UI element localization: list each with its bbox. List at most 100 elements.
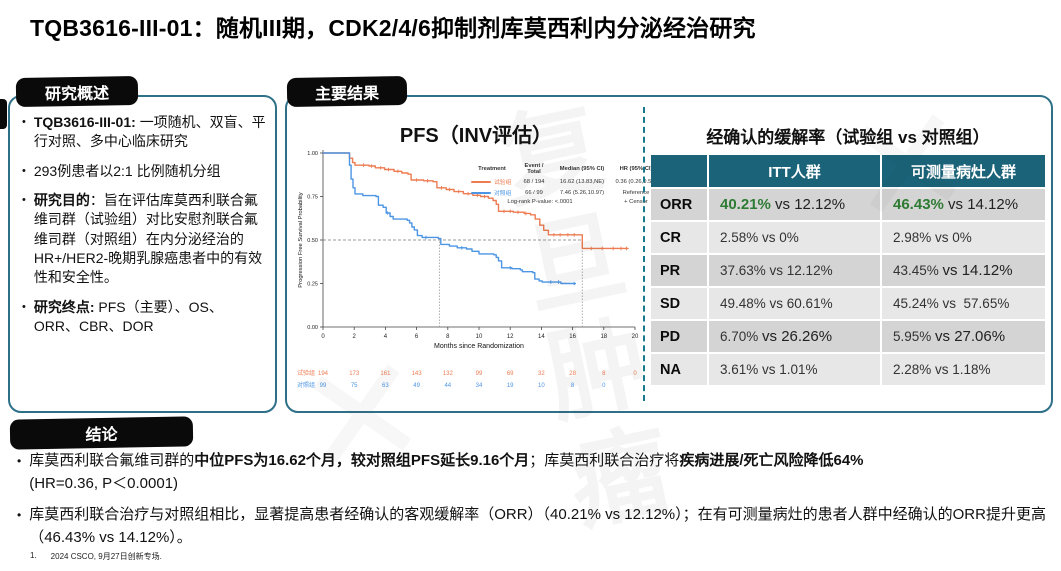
censor-mark bbox=[619, 246, 623, 251]
at-risk-value: 19 bbox=[507, 383, 514, 389]
response-cell: 40.21% vs 12.12% bbox=[709, 189, 880, 220]
y-axis-label: Progression Free Survival Probability bbox=[298, 192, 304, 287]
text-segment: vs 26.26% bbox=[762, 328, 833, 345]
legend-line-swatch bbox=[471, 180, 491, 183]
response-cell: 37.63% vs 12.12% bbox=[709, 255, 880, 286]
at-risk-value: 173 bbox=[349, 371, 360, 377]
left-accent-bar bbox=[0, 99, 7, 129]
text-segment: PFS（主要）、OS、ORR、CBR、DOR bbox=[33, 298, 223, 334]
legend-cell: 7.46 (5.26,10.97) bbox=[559, 189, 605, 196]
bullet-item: • 293例患者以2:1 比例随机分组 bbox=[22, 162, 267, 181]
at-risk-row-label: 对照组 bbox=[297, 381, 315, 389]
at-risk-value: 99 bbox=[320, 383, 327, 389]
response-col-header bbox=[651, 155, 707, 187]
text-segment: 研究终点: bbox=[33, 298, 95, 315]
response-cell: 6.70% vs 26.26% bbox=[709, 321, 880, 352]
x-tick-label: 12 bbox=[507, 334, 514, 340]
text-segment: 6.70% bbox=[720, 329, 763, 344]
bullet-item: • 研究目的：旨在评估库莫西利联合氟维司群（试验组）对比安慰剂联合氟维司群（对照组… bbox=[22, 191, 267, 288]
censor-mark bbox=[385, 211, 390, 215]
text-segment: 45.24% vs 57.65% bbox=[893, 296, 1010, 311]
at-risk-value: 143 bbox=[412, 371, 423, 377]
legend-series-name: 对照组 bbox=[469, 188, 515, 197]
x-tick-label: 16 bbox=[569, 334, 576, 340]
text-segment: 46.43% bbox=[893, 196, 944, 213]
bullet-text: TQB3616-III-01: 一项随机、双盲、平行对照、多中心临床研究 bbox=[34, 113, 267, 152]
text-segment: vs 27.06% bbox=[935, 328, 1006, 345]
bullet-marker: • bbox=[17, 454, 22, 468]
bullet-item: • 库莫西利联合治疗与对照组相比，显著提高患者经确认的客观缓解率（ORR）（40.… bbox=[17, 504, 1049, 549]
at-risk-value: 69 bbox=[507, 371, 514, 377]
response-cell: 2.58% vs 0% bbox=[709, 222, 880, 253]
km-curve-1 bbox=[323, 152, 629, 250]
censor-mark bbox=[552, 233, 556, 237]
censor-mark bbox=[508, 266, 512, 270]
censor-mark bbox=[424, 235, 428, 240]
text-segment: 库莫西利联合治疗与对照组相比，显著提高患者经确认的客观缓解率（ORR）（40.2… bbox=[29, 506, 1046, 546]
text-segment: vs 12.12% bbox=[770, 196, 846, 213]
legend-cell: 68 / 194 bbox=[523, 178, 545, 185]
text-segment: 3.61% vs 1.01% bbox=[720, 362, 818, 377]
bullet-text: 研究目的：旨在评估库莫西利联合氟维司群（试验组）对比安慰剂联合氟维司群（对照组）… bbox=[34, 191, 267, 288]
conclusion-bullet-list: • 库莫西利联合氟维司群的中位PFS为16.62个月，较对照组PFS延长9.16个… bbox=[17, 450, 1049, 558]
at-risk-value: 0 bbox=[602, 383, 606, 389]
response-cell: 49.48% vs 60.61% bbox=[709, 288, 880, 319]
legend-series-name: 试验组 bbox=[469, 177, 515, 186]
response-col-header: ITT人群 bbox=[709, 155, 880, 187]
at-risk-value: 0 bbox=[633, 371, 637, 377]
bullet-text: 库莫西利联合治疗与对照组相比，显著提高患者经确认的客观缓解率（ORR）（40.2… bbox=[29, 504, 1049, 549]
legend-cell: Median (95% CI) bbox=[559, 166, 605, 172]
response-cell: 2.98% vs 0% bbox=[882, 222, 1045, 253]
censor-mark bbox=[475, 193, 480, 198]
text-segment: 40.21% bbox=[720, 196, 771, 213]
censor-mark bbox=[572, 233, 576, 237]
censor-mark bbox=[378, 166, 383, 170]
footnote: 1. 2024 CSCO, 9月27日创新专场. bbox=[30, 551, 162, 562]
bullet-item: • TQB3616-III-01: 一项随机、双盲、平行对照、多中心临床研究 bbox=[22, 113, 267, 152]
response-cell: 2.28% vs 1.18% bbox=[882, 354, 1045, 385]
x-tick-label: 8 bbox=[446, 334, 450, 340]
legend-cell: 16.62 (13.83,NE) bbox=[559, 178, 605, 185]
bullet-item: • 库莫西利联合氟维司群的中位PFS为16.62个月，较对照组PFS延长9.16个… bbox=[17, 450, 1049, 495]
x-tick-label: 20 bbox=[632, 334, 639, 340]
response-row-label: CR bbox=[651, 222, 707, 253]
response-cell: 46.43% vs 14.12% bbox=[882, 189, 1045, 220]
pfs-chart-title: PFS（INV评估） bbox=[399, 125, 553, 147]
text-segment: vs 14.12% bbox=[942, 262, 1013, 279]
censor-mark bbox=[508, 209, 512, 214]
censor-mark bbox=[425, 179, 430, 183]
at-risk-value: 63 bbox=[382, 383, 389, 389]
bullet-text: 293例患者以2:1 比例随机分组 bbox=[34, 162, 221, 181]
legend-cell: Event / Total bbox=[524, 163, 544, 175]
x-tick-label: 4 bbox=[384, 334, 388, 340]
at-risk-value: 49 bbox=[413, 383, 420, 389]
text-segment: 293例患者以2:1 比例随机分组 bbox=[33, 162, 221, 179]
legend-cell: Treatment bbox=[478, 166, 506, 172]
x-tick-label: 2 bbox=[353, 334, 357, 340]
x-axis-label: Months since Randomization bbox=[434, 343, 524, 350]
censor-mark bbox=[447, 187, 452, 192]
at-risk-value: 75 bbox=[351, 383, 358, 389]
at-risk-value: 44 bbox=[444, 383, 451, 389]
response-table: ITT人群 可测量病灶人群 ORR 40.21% vs 12.12% 46.43% vs… bbox=[651, 155, 1045, 385]
overview-header-pill: 研究概述 bbox=[15, 75, 139, 108]
censor-mark bbox=[556, 280, 561, 284]
bullet-marker: • bbox=[17, 508, 22, 522]
km-curve-2 bbox=[323, 152, 576, 285]
at-risk-row-label: 试验组 bbox=[297, 369, 315, 377]
censor-mark bbox=[386, 167, 391, 172]
censor-mark bbox=[414, 178, 419, 182]
x-tick-label: 14 bbox=[538, 334, 545, 340]
text-segment: 库莫西利联合氟维司群的 bbox=[29, 452, 195, 469]
results-panel: PFS（INV评估） Treatment Event / Total Median … bbox=[285, 95, 1053, 413]
response-row-label: SD bbox=[651, 288, 707, 319]
y-tick-label: 1.00 bbox=[307, 151, 318, 157]
km-chart: Treatment Event / Total Median (95% CI) HR … bbox=[295, 143, 656, 401]
censor-mark bbox=[624, 246, 629, 251]
response-table-title: 经确认的缓解率（试验组 vs 对照组） bbox=[706, 128, 990, 147]
bullet-marker: • bbox=[22, 300, 26, 313]
footnote-text: 2024 CSCO, 9月27日创新专场. bbox=[50, 552, 162, 561]
x-tick-label: 0 bbox=[321, 334, 325, 340]
censor-mark bbox=[516, 210, 520, 214]
